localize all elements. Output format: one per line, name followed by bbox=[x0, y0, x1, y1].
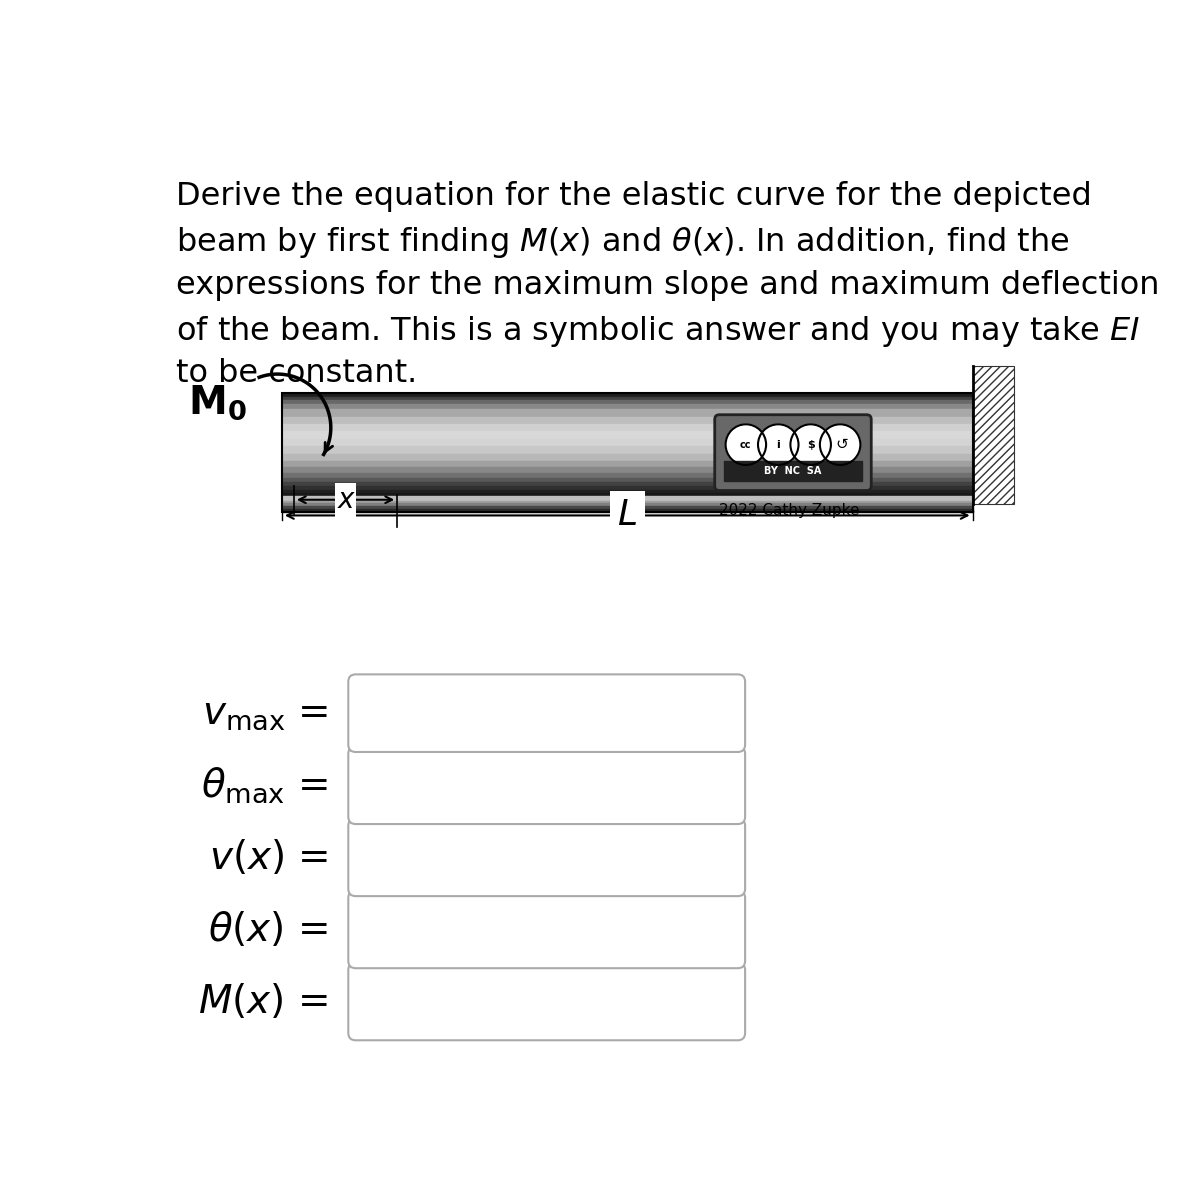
Bar bbox=[282, 461, 973, 467]
Text: $\theta_{\mathrm{max}}$ =: $\theta_{\mathrm{max}}$ = bbox=[201, 766, 328, 805]
Bar bbox=[282, 446, 973, 454]
Bar bbox=[282, 424, 973, 431]
Bar bbox=[282, 493, 973, 496]
FancyBboxPatch shape bbox=[348, 818, 745, 896]
Bar bbox=[282, 496, 973, 500]
Bar bbox=[282, 416, 973, 424]
Text: beam by first finding $M(x)$ and $\theta(x)$. In addition, find the: beam by first finding $M(x)$ and $\theta… bbox=[176, 226, 1070, 260]
Bar bbox=[282, 403, 973, 409]
Text: ↺: ↺ bbox=[835, 437, 848, 452]
Text: expressions for the maximum slope and maximum deflection: expressions for the maximum slope and ma… bbox=[176, 270, 1159, 301]
Bar bbox=[723, 461, 862, 481]
Text: 2022 Cathy Zupke: 2022 Cathy Zupke bbox=[720, 503, 860, 517]
Text: $v_{\mathrm{max}}$ =: $v_{\mathrm{max}}$ = bbox=[202, 694, 328, 732]
Bar bbox=[282, 454, 973, 461]
Bar bbox=[282, 467, 973, 473]
Text: Derive the equation for the elastic curve for the depicted: Derive the equation for the elastic curv… bbox=[176, 181, 1092, 212]
Text: cc: cc bbox=[740, 439, 752, 450]
Bar bbox=[282, 431, 973, 439]
FancyBboxPatch shape bbox=[715, 415, 871, 491]
Bar bbox=[282, 473, 973, 478]
Circle shape bbox=[790, 425, 830, 464]
Text: $\mathbf{M_0}$: $\mathbf{M_0}$ bbox=[188, 384, 247, 422]
Text: $\theta(x)$ =: $\theta(x)$ = bbox=[208, 910, 328, 949]
FancyBboxPatch shape bbox=[348, 890, 745, 968]
Text: $M(x)$ =: $M(x)$ = bbox=[198, 982, 328, 1021]
Bar bbox=[282, 490, 973, 493]
Circle shape bbox=[820, 425, 860, 464]
Bar bbox=[282, 509, 973, 511]
Bar bbox=[282, 439, 973, 446]
Text: $: $ bbox=[807, 439, 815, 450]
Bar bbox=[973, 366, 1013, 504]
Bar bbox=[282, 409, 973, 416]
FancyBboxPatch shape bbox=[348, 674, 745, 752]
Bar bbox=[282, 400, 973, 403]
Text: L: L bbox=[618, 498, 637, 533]
Bar bbox=[282, 478, 973, 482]
Text: i: i bbox=[777, 439, 781, 450]
Bar bbox=[973, 366, 1013, 504]
Bar bbox=[282, 394, 973, 511]
Text: BY  NC  SA: BY NC SA bbox=[764, 467, 822, 476]
FancyBboxPatch shape bbox=[348, 962, 745, 1040]
Bar bbox=[282, 486, 973, 490]
Bar bbox=[282, 482, 973, 486]
Bar bbox=[282, 504, 973, 506]
Text: of the beam. This is a symbolic answer and you may take $EI$: of the beam. This is a symbolic answer a… bbox=[176, 314, 1140, 349]
Text: to be constant.: to be constant. bbox=[176, 359, 417, 389]
Bar bbox=[282, 394, 973, 397]
Bar bbox=[282, 397, 973, 400]
Text: $v(x)$ =: $v(x)$ = bbox=[209, 838, 328, 877]
Bar bbox=[282, 500, 973, 504]
Bar bbox=[282, 506, 973, 509]
Text: x: x bbox=[337, 486, 354, 514]
FancyBboxPatch shape bbox=[348, 746, 745, 824]
Circle shape bbox=[726, 425, 766, 464]
Circle shape bbox=[758, 425, 798, 464]
